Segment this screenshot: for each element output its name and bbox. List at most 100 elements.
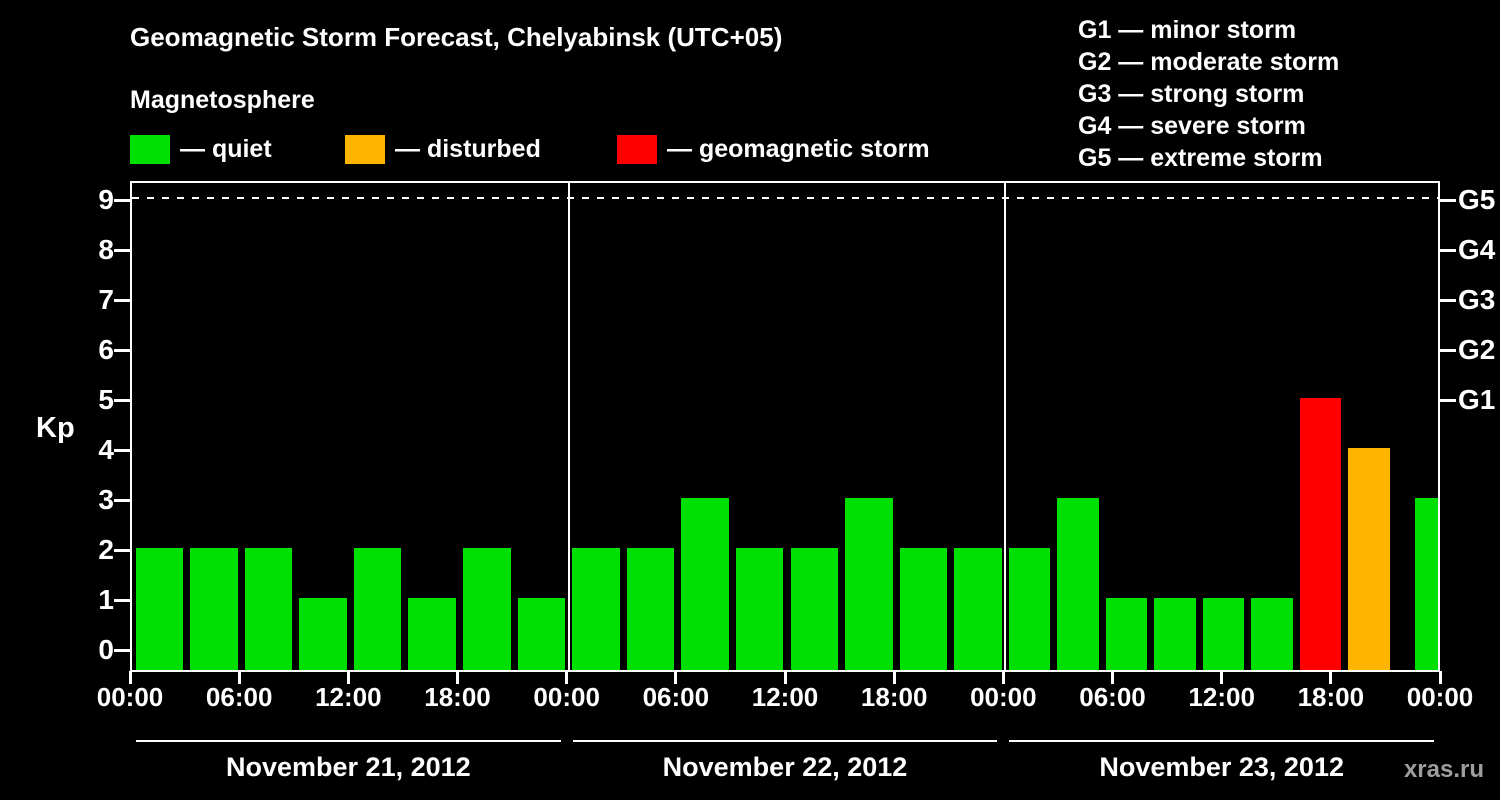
quiet-swatch-icon <box>130 134 170 164</box>
x-tick-mark <box>674 671 678 684</box>
x-tick-mark <box>565 671 569 684</box>
kp-bar <box>845 498 893 670</box>
kp-bar <box>954 548 1002 670</box>
kp-bar <box>408 598 456 670</box>
legend-item-storm: — geomagnetic storm <box>617 134 930 164</box>
kp-bar <box>626 548 675 670</box>
x-tick-mark <box>1438 671 1442 684</box>
gridline-kp9 <box>132 197 1438 199</box>
x-tick-label: 00:00 <box>533 682 600 712</box>
kp-bar <box>1348 448 1390 670</box>
y-tick-mark <box>114 448 130 452</box>
y-tick-mark <box>114 648 130 652</box>
kp-bar <box>463 548 511 670</box>
plot-area <box>130 181 1440 672</box>
g-axis-label-g4: G4 <box>1458 234 1496 265</box>
kp-bar <box>1154 598 1196 670</box>
day-divider-1 <box>567 183 570 670</box>
kp-bar <box>190 548 238 670</box>
y-tick-mark <box>114 198 130 202</box>
x-tick-label: 06:00 <box>205 682 273 712</box>
x-tick-mark <box>1220 671 1224 684</box>
y-tick-mark <box>114 298 130 302</box>
date-label: November 22, 2012 <box>662 752 908 782</box>
y-tick-mark <box>114 398 130 402</box>
y-tick-label: 8 <box>98 234 114 265</box>
y-tick-label: 6 <box>98 334 114 365</box>
day-separator-line <box>572 740 998 742</box>
kp-bar <box>244 548 293 670</box>
x-tick-mark <box>783 671 787 684</box>
g-axis-label-g3: G3 <box>1458 284 1496 315</box>
kp-bar <box>572 548 620 670</box>
y-tick-label: 5 <box>98 384 114 415</box>
y-tick-mark <box>114 548 130 552</box>
x-tick-label: 00:00 <box>970 682 1037 712</box>
x-tick-label: 00:00 <box>96 682 164 712</box>
y-tick-label: 7 <box>98 284 114 315</box>
kp-bar <box>790 548 839 670</box>
storm-swatch-icon <box>617 134 657 164</box>
legend-item-disturbed: — disturbed <box>345 134 541 164</box>
g-scale-legend: G1 — minor storm G2 — moderate storm G3 — … <box>1078 14 1339 174</box>
kp-bar <box>517 598 566 670</box>
g-axis-label-g1: G1 <box>1458 384 1496 415</box>
date-label: November 21, 2012 <box>226 752 471 782</box>
x-tick-label: 18:00 <box>860 682 928 712</box>
y-tick-label: 1 <box>98 584 114 615</box>
kp-bar <box>1251 598 1293 670</box>
y-tick-mark <box>114 598 130 602</box>
y-tick-label: 9 <box>98 184 114 215</box>
magnetosphere-label: Magnetosphere <box>130 86 315 114</box>
y-tick-label: 4 <box>98 434 114 465</box>
x-tick-mark <box>237 671 241 684</box>
kp-bar <box>135 548 184 670</box>
y-tick-label: 2 <box>98 534 114 565</box>
legend-item-quiet: — quiet <box>130 134 272 164</box>
g-tick-mark <box>1440 398 1456 402</box>
x-tick-mark <box>346 671 350 684</box>
g-axis-label-g2: G2 <box>1458 334 1496 365</box>
disturbed-swatch-icon <box>345 134 385 164</box>
watermark: xras.ru <box>1403 756 1484 783</box>
g-tick-mark <box>1440 248 1456 252</box>
y-axis-title: Kp <box>36 412 75 444</box>
x-tick-mark <box>1111 671 1114 684</box>
x-tick-label: 12:00 <box>751 682 819 712</box>
x-tick-mark <box>456 671 459 684</box>
g-legend-line-4: G4 — severe storm <box>1078 112 1306 140</box>
kp-bar <box>1414 498 1438 670</box>
kp-bar <box>681 498 729 670</box>
date-label: November 23, 2012 <box>1099 752 1344 782</box>
x-tick-label: 12:00 <box>315 682 382 712</box>
x-tick-mark <box>1001 671 1005 684</box>
x-tick-label: 06:00 <box>642 682 710 712</box>
day-divider-2 <box>1004 183 1007 670</box>
kp-bar <box>353 548 402 670</box>
x-tick-mark <box>1329 671 1333 684</box>
chart-title: Geomagnetic Storm Forecast, Chelyabinsk … <box>130 22 783 52</box>
g-legend-line-3: G3 — strong storm <box>1078 80 1305 108</box>
x-tick-label: 12:00 <box>1188 682 1255 712</box>
x-tick-mark <box>128 671 132 684</box>
day-separator-line <box>136 740 561 742</box>
y-tick-mark <box>114 348 130 352</box>
x-tick-label: 18:00 <box>1297 682 1365 712</box>
x-tick-mark <box>892 671 896 684</box>
g-tick-mark <box>1440 348 1456 352</box>
kp-bar <box>1008 548 1051 670</box>
legend-label-quiet: — quiet <box>180 134 272 163</box>
x-tick-label: 06:00 <box>1079 682 1146 712</box>
g-legend-line-2: G2 — moderate storm <box>1078 48 1340 76</box>
y-tick-label: 3 <box>98 484 114 515</box>
legend-label-disturbed: — disturbed <box>395 134 541 163</box>
x-tick-label: 18:00 <box>424 682 491 712</box>
g-axis-label-g5: G5 <box>1458 184 1496 215</box>
legend-label-storm: — geomagnetic storm <box>667 134 930 163</box>
day-separator-line <box>1009 740 1434 742</box>
g-legend-line-1: G1 — minor storm <box>1078 16 1297 44</box>
kp-bar <box>1202 598 1245 670</box>
y-tick-mark <box>114 498 130 502</box>
kp-bar <box>899 548 948 670</box>
kp-bar <box>735 548 784 670</box>
